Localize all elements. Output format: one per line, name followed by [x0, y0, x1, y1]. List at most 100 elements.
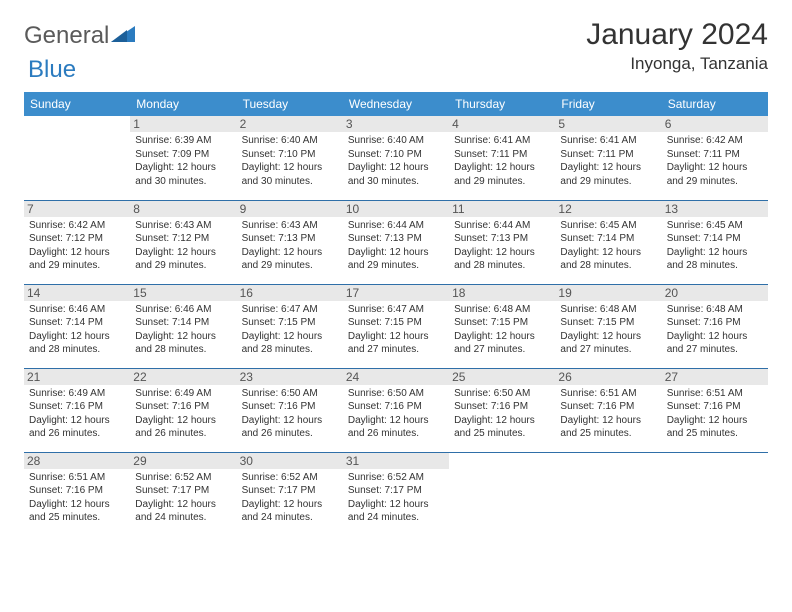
day-details: Sunrise: 6:51 AMSunset: 7:16 PMDaylight:… — [29, 471, 125, 525]
calendar-day-cell: 21 Sunrise: 6:49 AMSunset: 7:16 PMDayligh… — [24, 368, 130, 452]
day-details: Sunrise: 6:49 AMSunset: 7:16 PMDaylight:… — [29, 387, 125, 441]
day-details: Sunrise: 6:43 AMSunset: 7:12 PMDaylight:… — [135, 219, 231, 273]
day-details: Sunrise: 6:47 AMSunset: 7:15 PMDaylight:… — [348, 303, 444, 357]
weekday-header: Thursday — [449, 92, 555, 116]
weekday-header: Sunday — [24, 92, 130, 116]
day-number: 7 — [24, 201, 130, 217]
weekday-header: Friday — [555, 92, 661, 116]
calendar-day-cell: 2 Sunrise: 6:40 AMSunset: 7:10 PMDaylight… — [237, 116, 343, 200]
calendar-day-cell: 1Sunrise: 6:39 AMSunset: 7:09 PMDaylight… — [130, 116, 236, 200]
day-number: 20 — [662, 285, 768, 301]
calendar-day-cell: 18 Sunrise: 6:48 AMSunset: 7:15 PMDayligh… — [449, 284, 555, 368]
calendar-day-cell: 28Sunrise: 6:51 AMSunset: 7:16 PMDayligh… — [24, 452, 130, 536]
calendar-week-row: 1Sunrise: 6:39 AMSunset: 7:09 PMDaylight… — [24, 116, 768, 200]
day-details: Sunrise: 6:40 AMSunset: 7:10 PMDaylight:… — [242, 134, 338, 188]
calendar-day-cell: 22 Sunrise: 6:49 AMSunset: 7:16 PMDayligh… — [130, 368, 236, 452]
calendar-day-cell: 19 Sunrise: 6:48 AMSunset: 7:15 PMDayligh… — [555, 284, 661, 368]
day-details: Sunrise: 6:50 AMSunset: 7:16 PMDaylight:… — [242, 387, 338, 441]
day-details: Sunrise: 6:46 AMSunset: 7:14 PMDaylight:… — [135, 303, 231, 357]
day-number: 24 — [343, 369, 449, 385]
calendar-day-cell: 24 Sunrise: 6:50 AMSunset: 7:16 PMDayligh… — [343, 368, 449, 452]
day-details: Sunrise: 6:48 AMSunset: 7:16 PMDaylight:… — [667, 303, 763, 357]
calendar-table: SundayMondayTuesdayWednesdayThursdayFrid… — [24, 92, 768, 536]
day-details: Sunrise: 6:45 AMSunset: 7:14 PMDaylight:… — [667, 219, 763, 273]
calendar-day-cell — [662, 452, 768, 536]
day-number: 13 — [662, 201, 768, 217]
calendar-day-cell — [449, 452, 555, 536]
calendar-day-cell: 6Sunrise: 6:42 AMSunset: 7:11 PMDaylight… — [662, 116, 768, 200]
day-number: 25 — [449, 369, 555, 385]
day-details: Sunrise: 6:51 AMSunset: 7:16 PMDaylight:… — [667, 387, 763, 441]
day-number: 19 — [555, 285, 661, 301]
day-number: 9 — [237, 201, 343, 217]
day-number: 1 — [130, 116, 236, 132]
day-number: 11 — [449, 201, 555, 217]
weekday-header: Saturday — [662, 92, 768, 116]
calendar-week-row: 7 Sunrise: 6:42 AMSunset: 7:12 PMDaylight… — [24, 200, 768, 284]
day-details: Sunrise: 6:52 AMSunset: 7:17 PMDaylight:… — [135, 471, 231, 525]
day-number: 18 — [449, 285, 555, 301]
calendar-day-cell: 25 Sunrise: 6:50 AMSunset: 7:16 PMDayligh… — [449, 368, 555, 452]
day-details: Sunrise: 6:40 AMSunset: 7:10 PMDaylight:… — [348, 134, 444, 188]
day-details: Sunrise: 6:44 AMSunset: 7:13 PMDaylight:… — [348, 219, 444, 273]
calendar-day-cell: 29 Sunrise: 6:52 AMSunset: 7:17 PMDayligh… — [130, 452, 236, 536]
brand-text-general: General — [24, 22, 109, 50]
day-number: 8 — [130, 201, 236, 217]
day-details: Sunrise: 6:50 AMSunset: 7:16 PMDaylight:… — [454, 387, 550, 441]
day-details: Sunrise: 6:41 AMSunset: 7:11 PMDaylight:… — [560, 134, 656, 188]
calendar-day-cell: 26Sunrise: 6:51 AMSunset: 7:16 PMDayligh… — [555, 368, 661, 452]
day-details: Sunrise: 6:50 AMSunset: 7:16 PMDaylight:… — [348, 387, 444, 441]
calendar-day-cell: 16 Sunrise: 6:47 AMSunset: 7:15 PMDayligh… — [237, 284, 343, 368]
calendar-day-cell: 30 Sunrise: 6:52 AMSunset: 7:17 PMDayligh… — [237, 452, 343, 536]
calendar-day-cell — [24, 116, 130, 200]
day-number: 2 — [237, 116, 343, 132]
day-number: 14 — [24, 285, 130, 301]
day-details: Sunrise: 6:45 AMSunset: 7:14 PMDaylight:… — [560, 219, 656, 273]
calendar-week-row: 14 Sunrise: 6:46 AMSunset: 7:14 PMDayligh… — [24, 284, 768, 368]
day-number: 5 — [555, 116, 661, 132]
day-details: Sunrise: 6:43 AMSunset: 7:13 PMDaylight:… — [242, 219, 338, 273]
calendar-day-cell: 11 Sunrise: 6:44 AMSunset: 7:13 PMDayligh… — [449, 200, 555, 284]
calendar-day-cell: 10 Sunrise: 6:44 AMSunset: 7:13 PMDayligh… — [343, 200, 449, 284]
day-details: Sunrise: 6:52 AMSunset: 7:17 PMDaylight:… — [242, 471, 338, 525]
day-number: 22 — [130, 369, 236, 385]
calendar-day-cell: 13 Sunrise: 6:45 AMSunset: 7:14 PMDayligh… — [662, 200, 768, 284]
calendar-day-cell: 8 Sunrise: 6:43 AMSunset: 7:12 PMDaylight… — [130, 200, 236, 284]
calendar-body: 1Sunrise: 6:39 AMSunset: 7:09 PMDaylight… — [24, 116, 768, 536]
day-details: Sunrise: 6:52 AMSunset: 7:17 PMDaylight:… — [348, 471, 444, 525]
brand-logo: General — [24, 18, 139, 50]
day-details: Sunrise: 6:48 AMSunset: 7:15 PMDaylight:… — [454, 303, 550, 357]
day-number: 29 — [130, 453, 236, 469]
day-number: 30 — [237, 453, 343, 469]
calendar-week-row: 21 Sunrise: 6:49 AMSunset: 7:16 PMDayligh… — [24, 368, 768, 452]
calendar-day-cell: 5 Sunrise: 6:41 AMSunset: 7:11 PMDaylight… — [555, 116, 661, 200]
weekday-header: Wednesday — [343, 92, 449, 116]
day-details: Sunrise: 6:48 AMSunset: 7:15 PMDaylight:… — [560, 303, 656, 357]
brand-triangle-icon — [111, 24, 137, 49]
day-details: Sunrise: 6:42 AMSunset: 7:11 PMDaylight:… — [667, 134, 763, 188]
day-details: Sunrise: 6:42 AMSunset: 7:12 PMDaylight:… — [29, 219, 125, 273]
day-details: Sunrise: 6:46 AMSunset: 7:14 PMDaylight:… — [29, 303, 125, 357]
day-number: 27 — [662, 369, 768, 385]
day-number: 17 — [343, 285, 449, 301]
day-number: 31 — [343, 453, 449, 469]
day-number: 12 — [555, 201, 661, 217]
weekday-header: Tuesday — [237, 92, 343, 116]
calendar-day-cell: 12 Sunrise: 6:45 AMSunset: 7:14 PMDayligh… — [555, 200, 661, 284]
calendar-day-cell: 3 Sunrise: 6:40 AMSunset: 7:10 PMDaylight… — [343, 116, 449, 200]
calendar-day-cell: 31 Sunrise: 6:52 AMSunset: 7:17 PMDayligh… — [343, 452, 449, 536]
day-number: 10 — [343, 201, 449, 217]
day-number: 3 — [343, 116, 449, 132]
month-title: January 2024 — [586, 18, 768, 52]
day-details: Sunrise: 6:44 AMSunset: 7:13 PMDaylight:… — [454, 219, 550, 273]
brand-text-blue: Blue — [28, 56, 76, 83]
day-details: Sunrise: 6:49 AMSunset: 7:16 PMDaylight:… — [135, 387, 231, 441]
calendar-day-cell: 9 Sunrise: 6:43 AMSunset: 7:13 PMDaylight… — [237, 200, 343, 284]
calendar-day-cell: 14 Sunrise: 6:46 AMSunset: 7:14 PMDayligh… — [24, 284, 130, 368]
day-number: 16 — [237, 285, 343, 301]
day-number: 23 — [237, 369, 343, 385]
calendar-day-cell: 7 Sunrise: 6:42 AMSunset: 7:12 PMDaylight… — [24, 200, 130, 284]
day-number: 21 — [24, 369, 130, 385]
day-details: Sunrise: 6:47 AMSunset: 7:15 PMDaylight:… — [242, 303, 338, 357]
calendar-day-cell — [555, 452, 661, 536]
